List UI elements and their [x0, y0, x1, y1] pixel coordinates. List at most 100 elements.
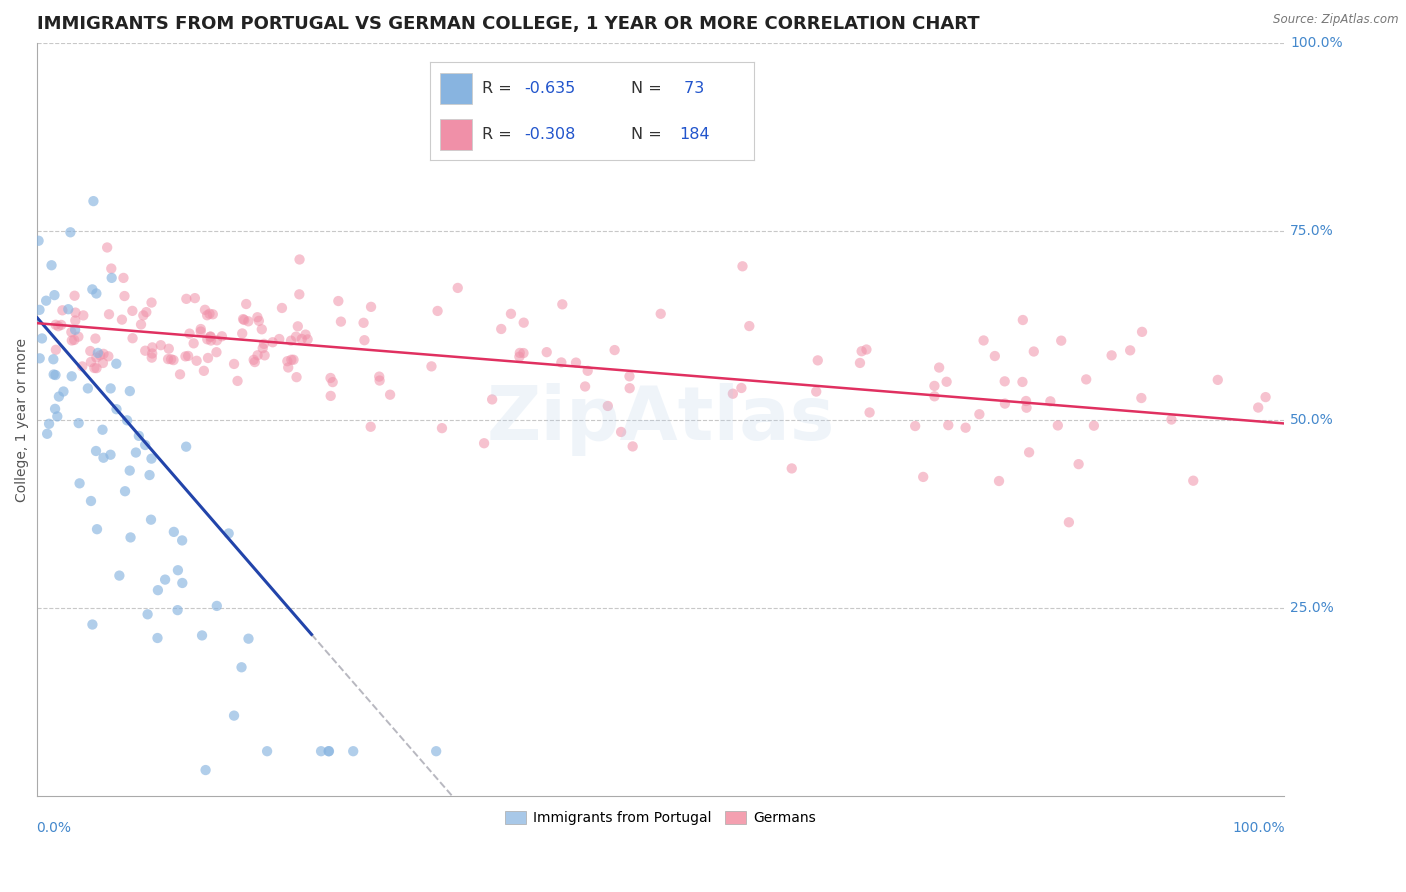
Point: [193, 364, 215, 378]
Point: [114, 289, 136, 303]
Point: [232, 312, 254, 326]
Point: [141, 346, 163, 360]
Point: [169, 368, 191, 382]
Point: [489, 322, 512, 336]
Point: [280, 352, 302, 367]
Point: [27, 234, 49, 248]
Point: [287, 319, 309, 334]
Point: [250, 322, 273, 336]
Point: [118, 384, 141, 398]
Point: [1011, 313, 1033, 327]
Point: [136, 607, 159, 622]
Point: [69, 476, 91, 491]
Point: [72, 359, 94, 374]
Point: [194, 302, 217, 317]
Point: [238, 314, 260, 328]
Point: [134, 343, 156, 358]
Point: [201, 307, 224, 321]
Point: [994, 375, 1017, 389]
Point: [935, 375, 957, 389]
Point: [1182, 474, 1205, 488]
Point: [610, 425, 633, 439]
Point: [1160, 412, 1182, 426]
Point: [430, 421, 453, 435]
Point: [1101, 348, 1123, 362]
Point: [190, 325, 212, 339]
Point: [565, 355, 588, 369]
Text: Source: ZipAtlas.com: Source: ZipAtlas.com: [1274, 13, 1399, 27]
Point: [174, 350, 197, 364]
Point: [550, 355, 572, 369]
Point: [179, 326, 201, 341]
Text: 100.0%: 100.0%: [1232, 821, 1285, 835]
Point: [58, 302, 80, 317]
Point: [512, 316, 534, 330]
Point: [149, 338, 172, 352]
Text: 50.0%: 50.0%: [1289, 413, 1334, 426]
Point: [246, 348, 269, 362]
Point: [1050, 334, 1073, 348]
Point: [973, 334, 995, 348]
Point: [447, 281, 470, 295]
Point: [197, 351, 219, 365]
Point: [60, 369, 83, 384]
Point: [63, 289, 86, 303]
Point: [93, 347, 115, 361]
Point: [425, 744, 447, 758]
Point: [731, 260, 754, 274]
Point: [31, 331, 53, 345]
Point: [318, 744, 340, 758]
Point: [51, 303, 73, 318]
Point: [222, 357, 245, 371]
Point: [984, 349, 1007, 363]
Point: [596, 399, 619, 413]
Point: [157, 352, 180, 367]
Point: [200, 329, 222, 343]
Point: [41, 258, 63, 272]
Point: [211, 329, 233, 343]
Point: [243, 355, 266, 369]
Point: [806, 384, 828, 399]
Point: [146, 631, 169, 645]
Point: [83, 361, 105, 376]
Point: [318, 744, 340, 758]
Point: [42, 352, 65, 367]
Point: [849, 356, 872, 370]
Point: [472, 436, 495, 450]
Point: [319, 371, 342, 385]
Point: [328, 293, 350, 308]
Point: [205, 599, 228, 613]
Point: [928, 360, 950, 375]
Point: [360, 300, 382, 314]
Point: [1247, 401, 1270, 415]
Point: [222, 708, 245, 723]
Point: [138, 468, 160, 483]
Point: [44, 288, 66, 302]
Point: [190, 322, 212, 336]
Point: [134, 438, 156, 452]
Point: [115, 413, 138, 427]
Point: [48, 390, 70, 404]
Point: [200, 330, 222, 344]
Point: [1130, 325, 1153, 339]
Point: [858, 405, 880, 419]
Point: [42, 368, 65, 382]
Point: [200, 334, 222, 348]
Point: [100, 271, 122, 285]
Point: [1015, 401, 1038, 415]
Point: [322, 375, 344, 389]
Point: [576, 364, 599, 378]
Point: [619, 381, 641, 395]
Point: [86, 361, 108, 376]
Point: [368, 374, 391, 388]
Point: [271, 301, 294, 315]
Point: [291, 332, 314, 346]
Point: [37, 426, 59, 441]
Point: [86, 286, 108, 301]
Point: [738, 319, 761, 334]
Point: [426, 304, 449, 318]
Point: [807, 353, 830, 368]
Point: [96, 240, 118, 254]
Point: [353, 316, 375, 330]
Point: [105, 357, 128, 371]
